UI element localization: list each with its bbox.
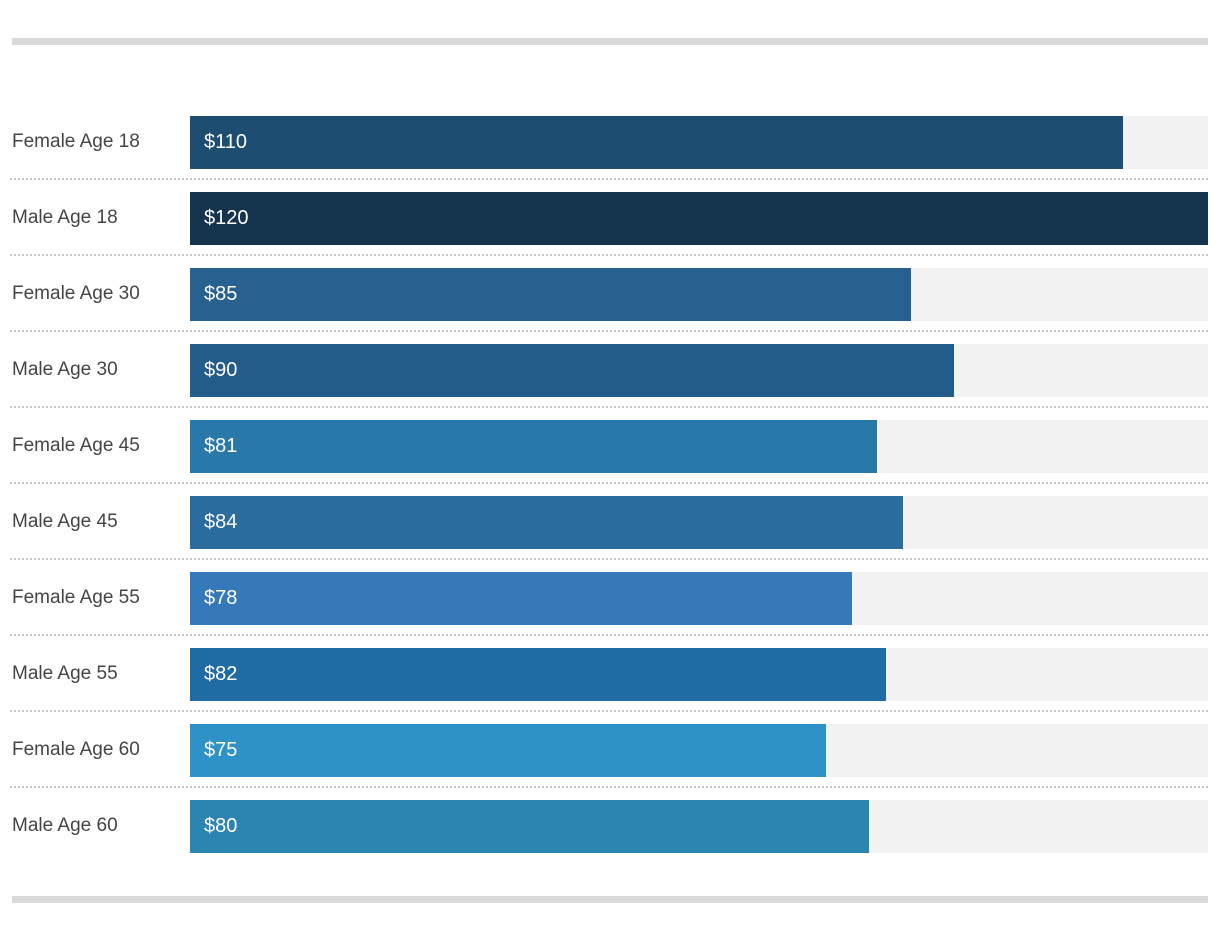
top-divider xyxy=(12,38,1208,45)
bar-track: $75 xyxy=(190,723,1208,777)
bar-track: $120 xyxy=(190,191,1208,245)
category-label: Female Age 45 xyxy=(12,435,140,456)
bar: $78 xyxy=(190,571,852,625)
category-label: Male Age 55 xyxy=(12,663,118,684)
category-label: Male Age 30 xyxy=(12,359,118,380)
chart-row: Male Age 18 $120 xyxy=(0,180,1220,256)
bar: $81 xyxy=(190,419,878,473)
bar: $120 xyxy=(190,191,1208,245)
category-label: Male Age 18 xyxy=(12,207,118,228)
bar: $82 xyxy=(190,647,886,701)
bar-chart-page: Female Age 18 $110 Male Age 18 $120 Female A… xyxy=(0,38,1220,936)
bar-value: $85 xyxy=(204,282,238,305)
bar-value: $120 xyxy=(204,206,249,229)
bar-track: $78 xyxy=(190,571,1208,625)
bar: $85 xyxy=(190,267,912,321)
bar-chart: Female Age 18 $110 Male Age 18 $120 Female A… xyxy=(0,104,1220,864)
bottom-divider xyxy=(12,896,1208,903)
chart-row: Male Age 60 $80 xyxy=(0,788,1220,864)
chart-row: Male Age 55 $82 xyxy=(0,636,1220,712)
bar-value: $84 xyxy=(204,510,238,533)
chart-row: Female Age 60 $75 xyxy=(0,712,1220,788)
bar: $90 xyxy=(190,343,954,397)
bar-value: $78 xyxy=(204,586,238,609)
chart-row: Female Age 30 $85 xyxy=(0,256,1220,332)
chart-row: Male Age 45 $84 xyxy=(0,484,1220,560)
bar-track: $84 xyxy=(190,495,1208,549)
bar-track: $80 xyxy=(190,799,1208,853)
category-label: Male Age 45 xyxy=(12,511,118,532)
bar: $80 xyxy=(190,799,869,853)
bar-value: $82 xyxy=(204,662,238,685)
chart-row: Male Age 30 $90 xyxy=(0,332,1220,408)
bar-track: $85 xyxy=(190,267,1208,321)
chart-row: Female Age 55 $78 xyxy=(0,560,1220,636)
bar-value: $81 xyxy=(204,434,238,457)
bar: $84 xyxy=(190,495,903,549)
bar-value: $80 xyxy=(204,814,238,837)
bar-value: $90 xyxy=(204,358,238,381)
bar-track: $81 xyxy=(190,419,1208,473)
chart-row: Female Age 45 $81 xyxy=(0,408,1220,484)
bar-track: $110 xyxy=(190,115,1208,169)
category-label: Female Age 30 xyxy=(12,283,140,304)
bar: $110 xyxy=(190,115,1124,169)
bar-track: $90 xyxy=(190,343,1208,397)
bar-value: $75 xyxy=(204,738,238,761)
category-label: Male Age 60 xyxy=(12,815,118,836)
chart-row: Female Age 18 $110 xyxy=(0,104,1220,180)
category-label: Female Age 60 xyxy=(12,739,140,760)
bar-value: $110 xyxy=(204,130,248,153)
bar-track: $82 xyxy=(190,647,1208,701)
bar: $75 xyxy=(190,723,827,777)
category-label: Female Age 18 xyxy=(12,131,140,152)
category-label: Female Age 55 xyxy=(12,587,140,608)
